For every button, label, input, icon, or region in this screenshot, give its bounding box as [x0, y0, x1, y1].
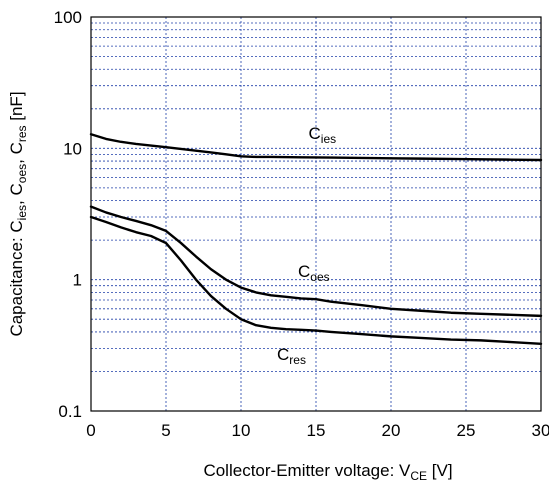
y-axis-title: Capacitance: Cies, Coes, Cres [nF]: [7, 91, 29, 336]
x-tick-label: 10: [232, 421, 251, 440]
x-axis-title: Collector-Emitter voltage: VCE [V]: [203, 461, 452, 483]
series-line-cres: [89, 215, 543, 345]
x-tick-label: 25: [457, 421, 476, 440]
y-tick-label: 100: [54, 8, 82, 27]
series-layer: [89, 133, 543, 345]
series-label-cies: Cies: [309, 124, 337, 146]
series-line-cies: [89, 133, 543, 162]
y-tick-label: 0.1: [58, 402, 82, 421]
grid-layer: [91, 17, 541, 411]
x-tick-label: 15: [307, 421, 326, 440]
series-label-coes: Coes: [298, 262, 330, 284]
x-tick-label: 20: [382, 421, 401, 440]
y-tick-label: 10: [63, 139, 82, 158]
x-tick-label: 0: [86, 421, 95, 440]
tick-labels: 0 5 10 15 20 25 30 0.1 1 10 100: [54, 8, 549, 440]
series-labels: Cies Coes Cres: [277, 124, 336, 367]
plot-frame: [90, 16, 542, 412]
series-label-cres: Cres: [277, 345, 306, 367]
x-tick-label: 30: [532, 421, 549, 440]
x-tick-label: 5: [161, 421, 170, 440]
series-line-coes: [89, 205, 543, 318]
y-tick-label: 1: [73, 271, 82, 290]
